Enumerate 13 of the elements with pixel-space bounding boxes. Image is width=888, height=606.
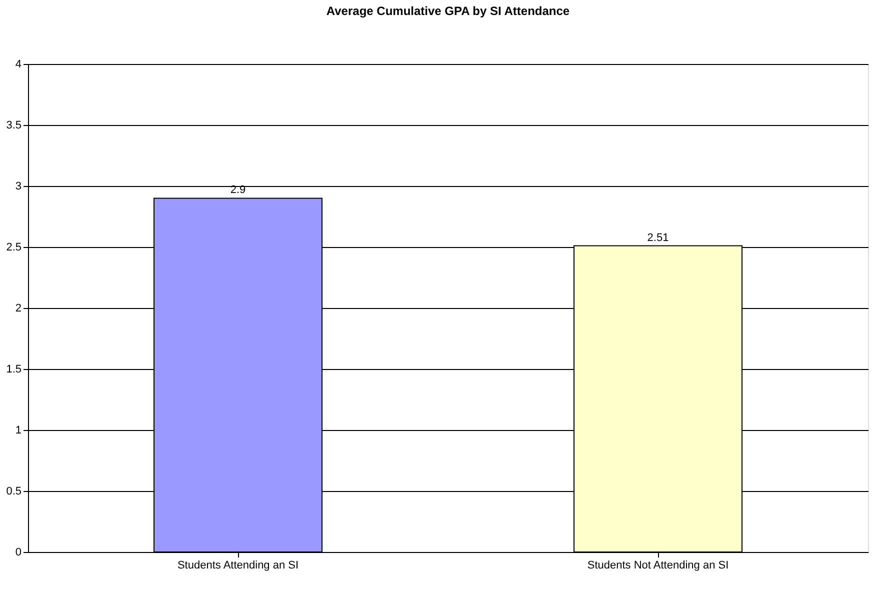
- y-tick-label: 2.5: [6, 242, 22, 254]
- y-tick-label: 2: [15, 302, 22, 314]
- y-tick-label: 0: [15, 546, 22, 558]
- x-tick-label: Students Not Attending an SI: [587, 560, 729, 572]
- data-label: 2.51: [647, 232, 669, 244]
- y-tick-label: 1.5: [6, 364, 22, 376]
- y-tick-label: 4: [15, 58, 22, 70]
- y-tick-label: 0.5: [6, 486, 22, 498]
- x-tick-label: Students Attending an SI: [177, 560, 299, 572]
- chart-title: Average Cumulative GPA by SI Attendance: [326, 4, 570, 18]
- y-tick-label: 1: [15, 424, 22, 436]
- y-tick-label: 3: [15, 180, 22, 192]
- y-tick-label: 3.5: [6, 120, 22, 132]
